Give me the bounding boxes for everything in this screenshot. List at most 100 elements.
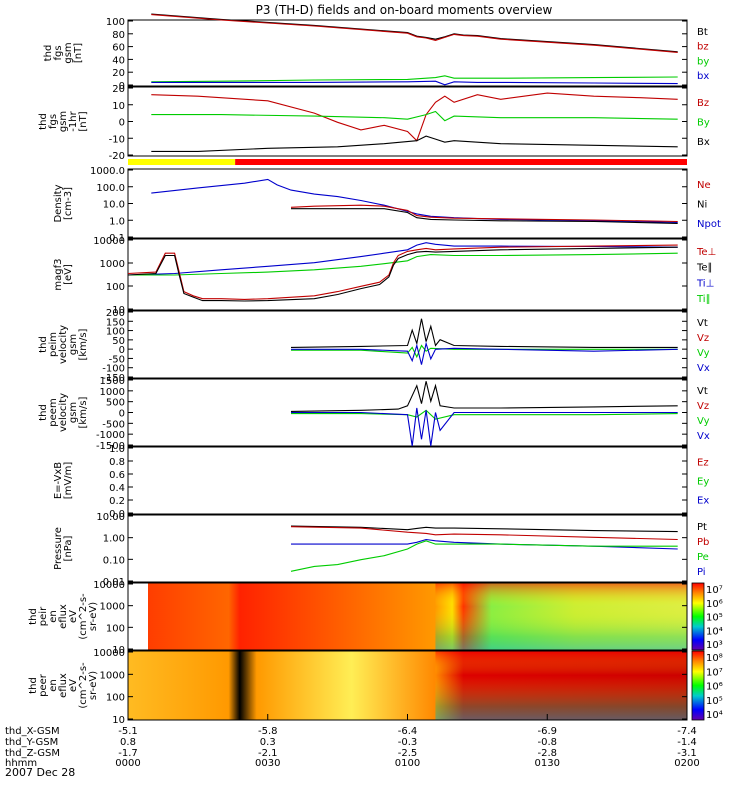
- y-tick-label: 0: [119, 118, 125, 129]
- y-tick-label: 50: [112, 336, 125, 347]
- y-tick-label: 100: [106, 17, 125, 28]
- y-axis-label: [nT]: [78, 111, 89, 131]
- y-axis-label: thd: [28, 677, 39, 694]
- y-tick-label: 20: [112, 84, 125, 95]
- series-line: [151, 135, 678, 152]
- series-line: [290, 381, 678, 412]
- x-axis-row-label: hhmm: [5, 758, 37, 769]
- panel-8: 10.00 1.00 0.10 0.01 Pressure [nPa] Pt Pb Pe Pi: [53, 512, 709, 588]
- y-axis-label: eflux: [58, 673, 69, 698]
- y-tick-label: 10: [112, 645, 125, 656]
- legend-entry: Ez: [697, 457, 709, 468]
- legend-entry: Ey: [697, 477, 709, 488]
- x-tick-label: -2.1: [258, 748, 278, 759]
- y-axis-label: [mV/m]: [63, 462, 74, 500]
- series-line: [291, 407, 678, 447]
- y-axis-label: E=-VxB: [53, 462, 64, 499]
- spectrogram-overlay: [435, 651, 687, 720]
- y-tick-label: 10.00: [96, 512, 125, 523]
- panel-4: 10000 1000 100 10 magf3 [eV] Te⊥ Te∥ Ti⊥ Ti∥: [53, 236, 716, 316]
- panel-7: 1.0 0.8 0.6 0.4 0.2 0.0 E=-VxB [mV/m] Ez Ey Ex: [53, 444, 709, 520]
- x-tick-label: 0.8: [120, 737, 136, 748]
- series-line: [127, 242, 678, 276]
- data-gap: [128, 583, 148, 650]
- y-tick-label: 0: [119, 409, 125, 420]
- panel-frame: [127, 514, 688, 583]
- y-tick-label: 0.10: [103, 555, 125, 566]
- y-tick-label: -50: [109, 354, 125, 365]
- y-tick-label: 0: [119, 345, 125, 356]
- legend-entry: Te⊥: [696, 247, 716, 258]
- y-axis-label: Pressure: [53, 527, 64, 570]
- y-axis-label: en: [48, 679, 59, 692]
- y-axis-label: eV: [68, 679, 79, 692]
- colorbar-tick: 10⁸: [706, 653, 723, 664]
- y-axis-label: thd: [28, 608, 39, 625]
- y-tick-label: 0.4: [109, 483, 125, 494]
- legend-entry: Ti∥: [696, 294, 711, 305]
- y-axis-label: thd: [38, 113, 49, 130]
- y-tick-label: 1000: [100, 670, 125, 681]
- y-tick-label: 500: [106, 398, 125, 409]
- y-tick-label: -1000: [96, 430, 125, 441]
- y-tick-label: -100: [102, 364, 125, 375]
- panel-frame: [127, 168, 688, 239]
- y-axis-label: fgs: [48, 114, 59, 129]
- y-tick-label: 100: [106, 327, 125, 338]
- y-axis-label: sr-eV): [88, 671, 99, 700]
- y-axis-label: [eV]: [63, 264, 74, 285]
- series-line: [290, 526, 678, 541]
- y-axis-label: peim: [48, 332, 59, 357]
- y-tick-label: 60: [112, 43, 125, 54]
- colorbar: [691, 650, 705, 721]
- y-tick-label: 10000: [93, 236, 125, 247]
- legend-entry: Pb: [697, 537, 709, 548]
- legend-entry: bz: [697, 42, 709, 53]
- x-tick-label: -0.8: [537, 737, 557, 748]
- colorbar-tick: 10⁴: [706, 710, 723, 721]
- y-tick-label: 40: [112, 55, 125, 66]
- y-axis-label: gsm: [68, 334, 79, 355]
- series-line: [127, 246, 678, 302]
- y-axis-label: (cm^2-s-: [78, 662, 89, 709]
- series-line: [151, 110, 678, 122]
- x-tick-label: -3.1: [677, 748, 697, 759]
- y-tick-label: 0.01: [103, 577, 125, 588]
- y-axis-label: eV: [68, 610, 79, 623]
- x-tick-label: -1.7: [118, 748, 138, 759]
- y-tick-label: 20: [112, 68, 125, 79]
- legend-entry: Vt: [697, 318, 708, 329]
- legend-entry: Pi: [697, 567, 706, 578]
- y-axis-label: thd: [38, 336, 49, 353]
- y-tick-label: 10: [112, 305, 125, 316]
- panel-9: 10⁷ 10⁶ 10⁵ 10⁴ 10³ 10000 1000 100 10 thd peir en ef…: [28, 580, 723, 656]
- legend-entry: Ne: [697, 180, 711, 191]
- y-tick-label: 10.0: [103, 200, 125, 211]
- x-axis-row-label: thd_Y-GSM: [5, 737, 58, 748]
- y-axis-label: eflux: [58, 604, 69, 629]
- y-tick-label: 0.8: [109, 457, 125, 468]
- legend-entry: Bt: [697, 27, 708, 38]
- legend-entry: Ni: [697, 200, 707, 211]
- legend-entry: bx: [697, 71, 709, 82]
- x-tick-label: -5.8: [258, 726, 278, 737]
- colorbar-tick: 10⁷: [706, 585, 723, 596]
- y-tick-label: -1500: [96, 441, 125, 452]
- y-tick-label: 100: [106, 623, 125, 634]
- date-label: 2007 Dec 28: [5, 766, 75, 779]
- y-axis-label: sr-eV): [88, 602, 99, 631]
- panel-frame: [127, 310, 688, 379]
- series-line: [151, 13, 678, 53]
- colorbar-tick: 10⁴: [706, 626, 723, 637]
- y-axis-label: thd: [43, 45, 54, 62]
- y-tick-label: 1000: [100, 602, 125, 613]
- colorbar-tick: 10⁵: [706, 613, 723, 624]
- y-tick-label: 1000: [100, 259, 125, 270]
- y-tick-label: 10: [112, 101, 125, 112]
- series-line: [290, 204, 678, 223]
- y-axis-label: magf3: [53, 258, 64, 290]
- legend-entry: Vy: [697, 348, 710, 359]
- y-axis-label: velocity: [58, 325, 69, 364]
